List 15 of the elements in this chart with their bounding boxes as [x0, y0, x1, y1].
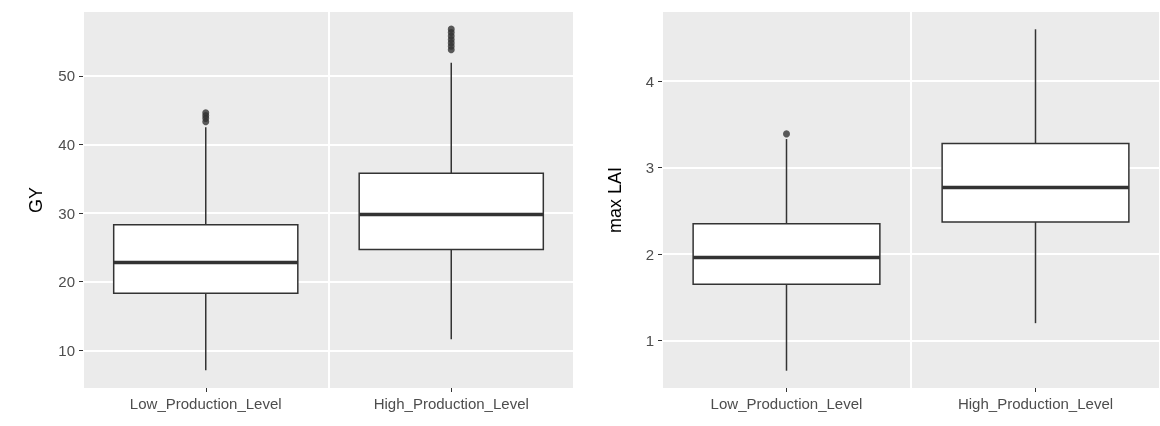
- x-tick-label: High_Production_Level: [373, 395, 529, 412]
- y-tick-label: 10: [58, 341, 75, 359]
- y-axis-title: GY: [26, 186, 46, 214]
- y-tick-label: 1: [645, 331, 654, 349]
- x-tick-label: High_Production_Level: [957, 395, 1114, 412]
- x-tick-label: Low_Production_Level: [710, 395, 863, 412]
- y-tick-label: 3: [645, 159, 654, 177]
- y-tick-label: 2: [645, 245, 654, 263]
- y-tick-label: 20: [58, 273, 75, 291]
- y-tick-label: 30: [58, 204, 75, 222]
- y-tick-label: 40: [58, 135, 75, 153]
- y-tick-label: 4: [645, 72, 654, 90]
- y-axis-title: max LAI: [605, 166, 625, 234]
- x-tick-label: Low_Production_Level: [129, 395, 282, 412]
- y-tick-label: 50: [58, 67, 75, 85]
